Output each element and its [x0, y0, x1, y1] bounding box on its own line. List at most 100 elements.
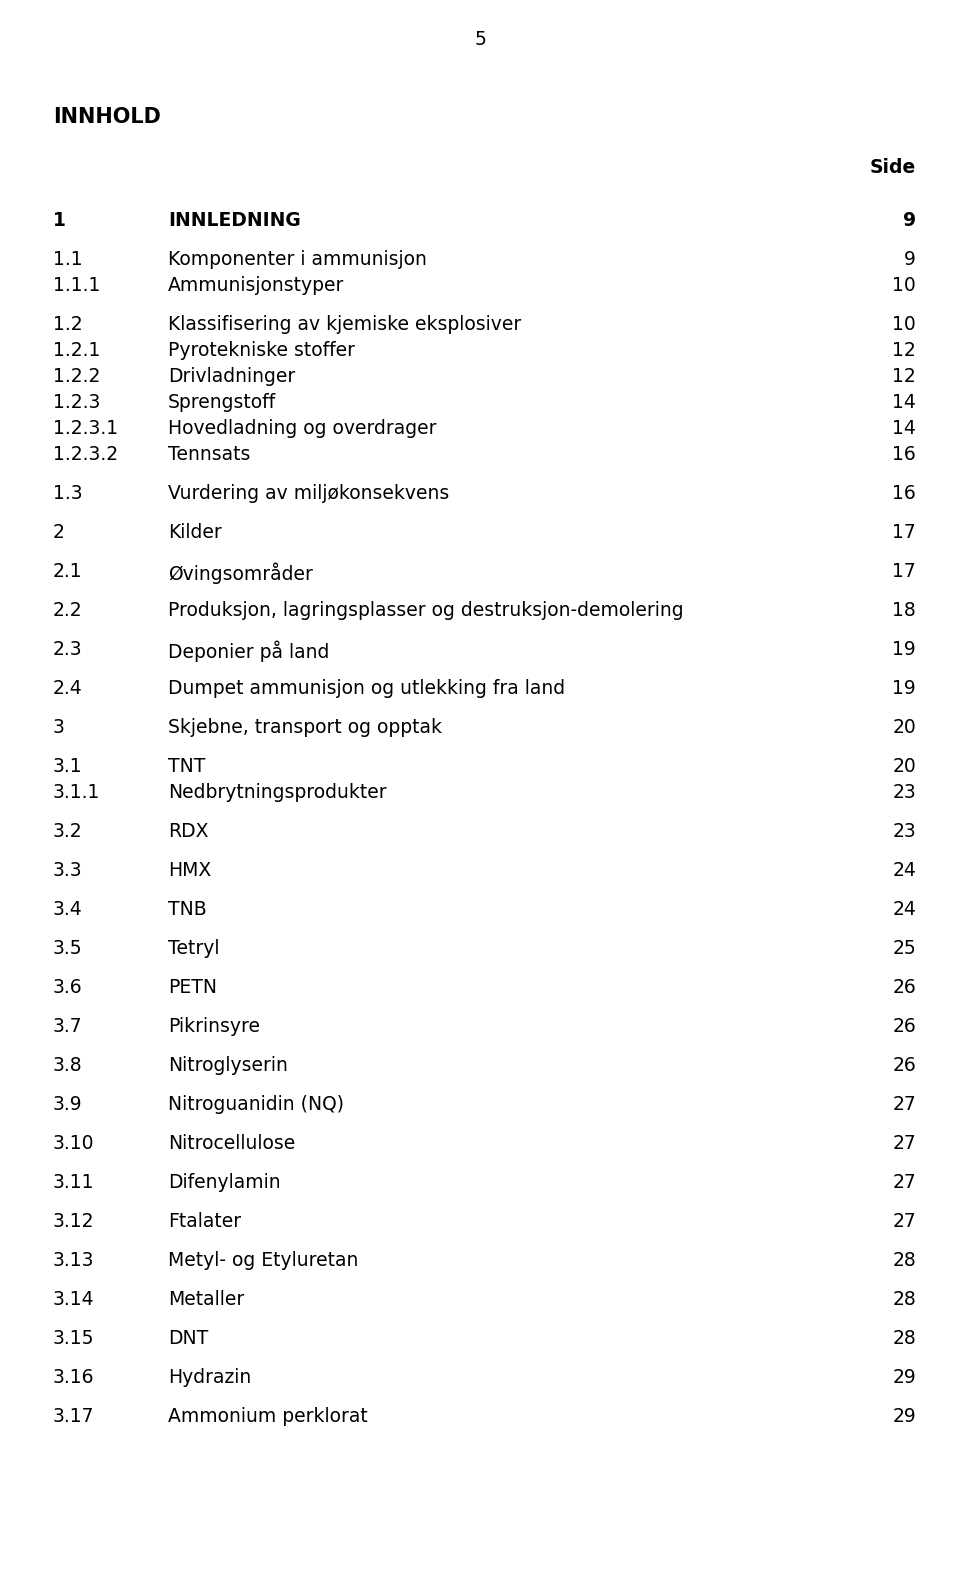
- Text: 1.2.1: 1.2.1: [53, 342, 101, 361]
- Text: 20: 20: [892, 756, 916, 775]
- Text: 3.7: 3.7: [53, 1017, 83, 1036]
- Text: 3.15: 3.15: [53, 1328, 94, 1347]
- Text: Nitrocellulose: Nitrocellulose: [168, 1135, 296, 1154]
- Text: Nitroguanidin (NQ): Nitroguanidin (NQ): [168, 1095, 344, 1114]
- Text: 5: 5: [474, 30, 486, 49]
- Text: DNT: DNT: [168, 1328, 208, 1347]
- Text: 14: 14: [892, 392, 916, 412]
- Text: 27: 27: [892, 1095, 916, 1114]
- Text: 3.5: 3.5: [53, 939, 83, 958]
- Text: Vurdering av miljøkonsekvens: Vurdering av miljøkonsekvens: [168, 485, 449, 504]
- Text: 28: 28: [892, 1290, 916, 1309]
- Text: 12: 12: [892, 367, 916, 386]
- Text: Ftalater: Ftalater: [168, 1212, 241, 1231]
- Text: 3: 3: [53, 718, 65, 737]
- Text: INNLEDNING: INNLEDNING: [168, 211, 300, 230]
- Text: 3.3: 3.3: [53, 861, 83, 880]
- Text: 10: 10: [892, 315, 916, 334]
- Text: Ammonium perklorat: Ammonium perklorat: [168, 1406, 368, 1425]
- Text: Komponenter i ammunisjon: Komponenter i ammunisjon: [168, 249, 427, 269]
- Text: 2.1: 2.1: [53, 563, 83, 582]
- Text: 3.17: 3.17: [53, 1406, 94, 1425]
- Text: 3.2: 3.2: [53, 822, 83, 841]
- Text: Side: Side: [870, 157, 916, 176]
- Text: 14: 14: [892, 419, 916, 439]
- Text: 2: 2: [53, 523, 65, 542]
- Text: 28: 28: [892, 1328, 916, 1347]
- Text: Produksjon, lagringsplasser og destruksjon-demolering: Produksjon, lagringsplasser og destruksj…: [168, 601, 684, 620]
- Text: 3.9: 3.9: [53, 1095, 83, 1114]
- Text: Hovedladning og overdrager: Hovedladning og overdrager: [168, 419, 437, 439]
- Text: 18: 18: [892, 601, 916, 620]
- Text: 9: 9: [904, 249, 916, 269]
- Text: Metyl- og Etyluretan: Metyl- og Etyluretan: [168, 1251, 358, 1270]
- Text: 16: 16: [892, 445, 916, 464]
- Text: 3.6: 3.6: [53, 977, 83, 996]
- Text: 1.2.3.1: 1.2.3.1: [53, 419, 118, 439]
- Text: 17: 17: [892, 523, 916, 542]
- Text: 24: 24: [892, 861, 916, 880]
- Text: Pikrinsyre: Pikrinsyre: [168, 1017, 260, 1036]
- Text: TNT: TNT: [168, 756, 205, 775]
- Text: 1.3: 1.3: [53, 485, 83, 504]
- Text: Sprengstoff: Sprengstoff: [168, 392, 276, 412]
- Text: 19: 19: [892, 679, 916, 698]
- Text: 3.4: 3.4: [53, 899, 83, 918]
- Text: 1.1.1: 1.1.1: [53, 276, 101, 296]
- Text: Nedbrytningsprodukter: Nedbrytningsprodukter: [168, 783, 387, 802]
- Text: 29: 29: [892, 1368, 916, 1387]
- Text: Deponier på land: Deponier på land: [168, 640, 329, 661]
- Text: RDX: RDX: [168, 822, 208, 841]
- Text: Metaller: Metaller: [168, 1290, 244, 1309]
- Text: 3.16: 3.16: [53, 1368, 94, 1387]
- Text: 27: 27: [892, 1173, 916, 1192]
- Text: TNB: TNB: [168, 899, 206, 918]
- Text: HMX: HMX: [168, 861, 211, 880]
- Text: PETN: PETN: [168, 977, 217, 996]
- Text: 24: 24: [892, 899, 916, 918]
- Text: INNHOLD: INNHOLD: [53, 106, 161, 127]
- Text: 25: 25: [892, 939, 916, 958]
- Text: Tennsats: Tennsats: [168, 445, 251, 464]
- Text: 3.1: 3.1: [53, 756, 83, 775]
- Text: Kilder: Kilder: [168, 523, 222, 542]
- Text: 1.2.3.2: 1.2.3.2: [53, 445, 118, 464]
- Text: 2.3: 2.3: [53, 640, 83, 659]
- Text: 10: 10: [892, 276, 916, 296]
- Text: 16: 16: [892, 485, 916, 504]
- Text: 1.1: 1.1: [53, 249, 83, 269]
- Text: 27: 27: [892, 1212, 916, 1231]
- Text: 3.11: 3.11: [53, 1173, 94, 1192]
- Text: 9: 9: [902, 211, 916, 230]
- Text: 1.2.3: 1.2.3: [53, 392, 101, 412]
- Text: 3.14: 3.14: [53, 1290, 95, 1309]
- Text: Drivladninger: Drivladninger: [168, 367, 296, 386]
- Text: 19: 19: [892, 640, 916, 659]
- Text: Nitroglyserin: Nitroglyserin: [168, 1057, 288, 1076]
- Text: 23: 23: [892, 783, 916, 802]
- Text: Difenylamin: Difenylamin: [168, 1173, 280, 1192]
- Text: 3.1.1: 3.1.1: [53, 783, 101, 802]
- Text: Klassifisering av kjemiske eksplosiver: Klassifisering av kjemiske eksplosiver: [168, 315, 521, 334]
- Text: Tetryl: Tetryl: [168, 939, 220, 958]
- Text: 2.4: 2.4: [53, 679, 83, 698]
- Text: 28: 28: [892, 1251, 916, 1270]
- Text: 1: 1: [53, 211, 66, 230]
- Text: Dumpet ammunisjon og utlekking fra land: Dumpet ammunisjon og utlekking fra land: [168, 679, 565, 698]
- Text: Hydrazin: Hydrazin: [168, 1368, 252, 1387]
- Text: 29: 29: [892, 1406, 916, 1425]
- Text: 3.13: 3.13: [53, 1251, 94, 1270]
- Text: 3.10: 3.10: [53, 1135, 94, 1154]
- Text: 26: 26: [892, 1057, 916, 1076]
- Text: Øvingsområder: Øvingsområder: [168, 563, 313, 583]
- Text: 3.12: 3.12: [53, 1212, 94, 1231]
- Text: 20: 20: [892, 718, 916, 737]
- Text: 12: 12: [892, 342, 916, 361]
- Text: Pyrotekniske stoffer: Pyrotekniske stoffer: [168, 342, 355, 361]
- Text: 23: 23: [892, 822, 916, 841]
- Text: 26: 26: [892, 977, 916, 996]
- Text: 27: 27: [892, 1135, 916, 1154]
- Text: Ammunisjonstyper: Ammunisjonstyper: [168, 276, 345, 296]
- Text: Skjebne, transport og opptak: Skjebne, transport og opptak: [168, 718, 442, 737]
- Text: 26: 26: [892, 1017, 916, 1036]
